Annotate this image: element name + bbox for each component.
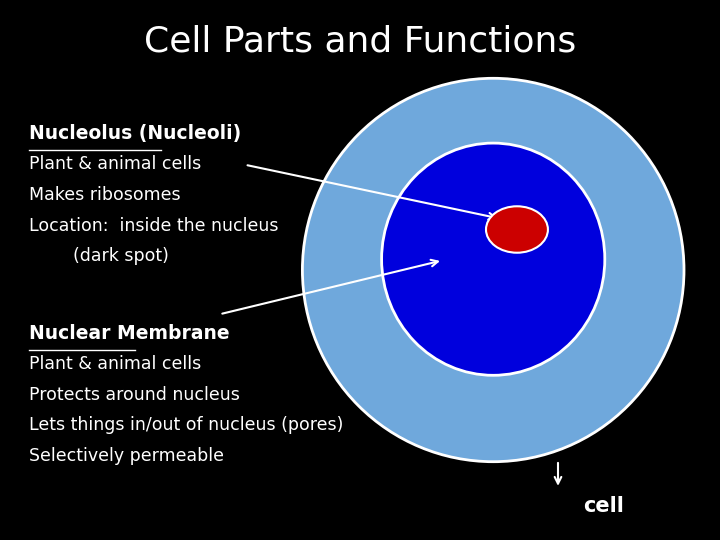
- Text: Makes ribosomes: Makes ribosomes: [29, 186, 181, 204]
- Text: Location:  inside the nucleus: Location: inside the nucleus: [29, 217, 279, 234]
- Ellipse shape: [302, 78, 684, 462]
- Text: Cell Parts and Functions: Cell Parts and Functions: [144, 24, 576, 58]
- Text: Lets things in/out of nucleus (pores): Lets things in/out of nucleus (pores): [29, 416, 343, 434]
- Ellipse shape: [486, 206, 548, 253]
- Text: Nuclear Membrane: Nuclear Membrane: [29, 324, 230, 343]
- Text: cell: cell: [583, 496, 624, 516]
- Text: Plant & animal cells: Plant & animal cells: [29, 155, 201, 173]
- Text: Plant & animal cells: Plant & animal cells: [29, 355, 201, 373]
- Text: Nucleolus (Nucleoli): Nucleolus (Nucleoli): [29, 124, 241, 143]
- Ellipse shape: [382, 143, 605, 375]
- Text: (dark spot): (dark spot): [29, 247, 168, 265]
- Text: Selectively permeable: Selectively permeable: [29, 447, 224, 465]
- Text: Protects around nucleus: Protects around nucleus: [29, 386, 240, 403]
